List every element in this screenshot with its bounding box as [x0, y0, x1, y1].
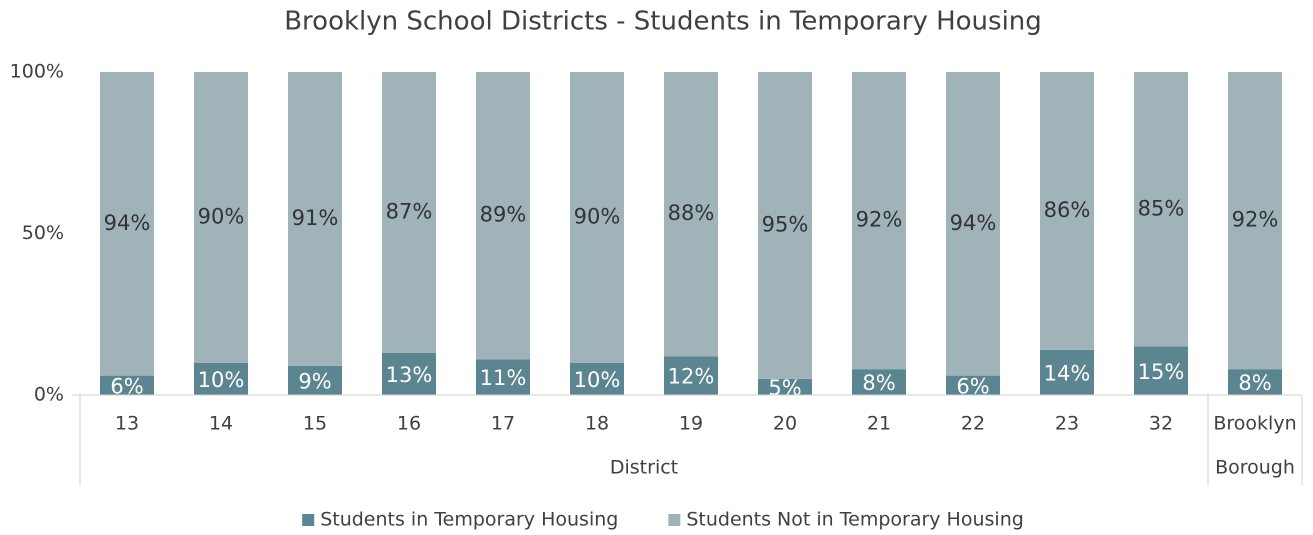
- bar-segment: [852, 369, 906, 395]
- value-label: 87%: [386, 200, 433, 224]
- x-tick-label: 16: [397, 413, 421, 435]
- value-label: 89%: [480, 203, 527, 227]
- value-label: 6%: [110, 374, 143, 398]
- bar-segment: [288, 365, 342, 395]
- value-label: 85%: [1138, 196, 1185, 220]
- value-label: 90%: [574, 204, 621, 228]
- group-label: District: [610, 457, 678, 479]
- value-label: 5%: [768, 376, 801, 400]
- bar-segment: [382, 353, 436, 395]
- value-label: 8%: [1238, 371, 1271, 395]
- legend-label: Students in Temporary Housing: [320, 509, 618, 531]
- bar-segment: [852, 72, 906, 370]
- x-tick-label: 15: [303, 413, 327, 435]
- bar-segment: [664, 72, 718, 357]
- bar-segment: [1134, 72, 1188, 347]
- bar-segment: [382, 72, 436, 354]
- value-label: 86%: [1044, 198, 1091, 222]
- value-label: 92%: [1232, 208, 1279, 232]
- value-label: 90%: [198, 204, 245, 228]
- x-tick-label: 19: [679, 413, 703, 435]
- value-label: 8%: [862, 371, 895, 395]
- value-label: 94%: [950, 211, 997, 235]
- value-label: 9%: [298, 369, 331, 393]
- y-tick-label: 50%: [22, 222, 64, 244]
- chart-title: Brooklyn School Districts - Students in …: [284, 7, 1042, 37]
- x-tick-label: 20: [773, 413, 797, 435]
- bar-segment: [1040, 349, 1094, 395]
- value-label: 94%: [104, 211, 151, 235]
- legend-swatch: [668, 514, 681, 526]
- value-label: 12%: [668, 365, 715, 389]
- y-tick-label: 0%: [34, 384, 64, 406]
- value-label: 13%: [386, 363, 433, 387]
- bar-segment: [100, 375, 154, 395]
- value-label: 15%: [1138, 360, 1185, 384]
- bar-segment: [946, 72, 1000, 376]
- x-tick-label: 23: [1055, 413, 1079, 435]
- legend-label: Students Not in Temporary Housing: [686, 509, 1023, 531]
- bar-segment: [476, 72, 530, 360]
- bar-segment: [758, 72, 812, 379]
- bar-segment: [476, 359, 530, 395]
- bar-segment: [1134, 346, 1188, 395]
- bar-segment: [570, 72, 624, 363]
- bar-segment: [758, 378, 812, 395]
- bar-segment: [1228, 72, 1282, 370]
- value-label: 11%: [480, 366, 527, 390]
- x-tick-label: 22: [961, 413, 985, 435]
- group-label: Borough: [1215, 457, 1295, 479]
- value-label: 6%: [956, 374, 989, 398]
- x-tick-label: 21: [867, 413, 891, 435]
- value-label: 88%: [668, 201, 715, 225]
- x-tick-label: 14: [209, 413, 233, 435]
- bar-segment: [194, 362, 248, 395]
- value-label: 10%: [198, 368, 245, 392]
- bar-segment: [570, 362, 624, 395]
- value-label: 14%: [1044, 361, 1091, 385]
- y-tick-label: 100%: [10, 61, 64, 83]
- bar-segment: [1228, 369, 1282, 395]
- x-tick-label: 17: [491, 413, 515, 435]
- bar-segment: [1040, 72, 1094, 350]
- x-tick-label: 32: [1149, 413, 1173, 435]
- x-tick-label: 18: [585, 413, 609, 435]
- bar-segment: [664, 356, 718, 395]
- value-label: 95%: [762, 212, 809, 236]
- bar-segment: [946, 375, 1000, 395]
- bar-segment: [100, 72, 154, 376]
- value-label: 92%: [856, 208, 903, 232]
- bar-segment: [194, 72, 248, 363]
- bar-segment: [288, 72, 342, 366]
- value-label: 91%: [292, 206, 339, 230]
- value-label: 10%: [574, 368, 621, 392]
- x-tick-label: Brooklyn: [1213, 413, 1296, 435]
- legend-swatch: [302, 514, 315, 526]
- x-tick-label: 13: [115, 413, 139, 435]
